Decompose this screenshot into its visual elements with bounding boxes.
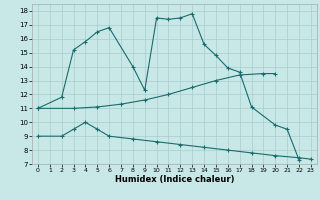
X-axis label: Humidex (Indice chaleur): Humidex (Indice chaleur) — [115, 175, 234, 184]
